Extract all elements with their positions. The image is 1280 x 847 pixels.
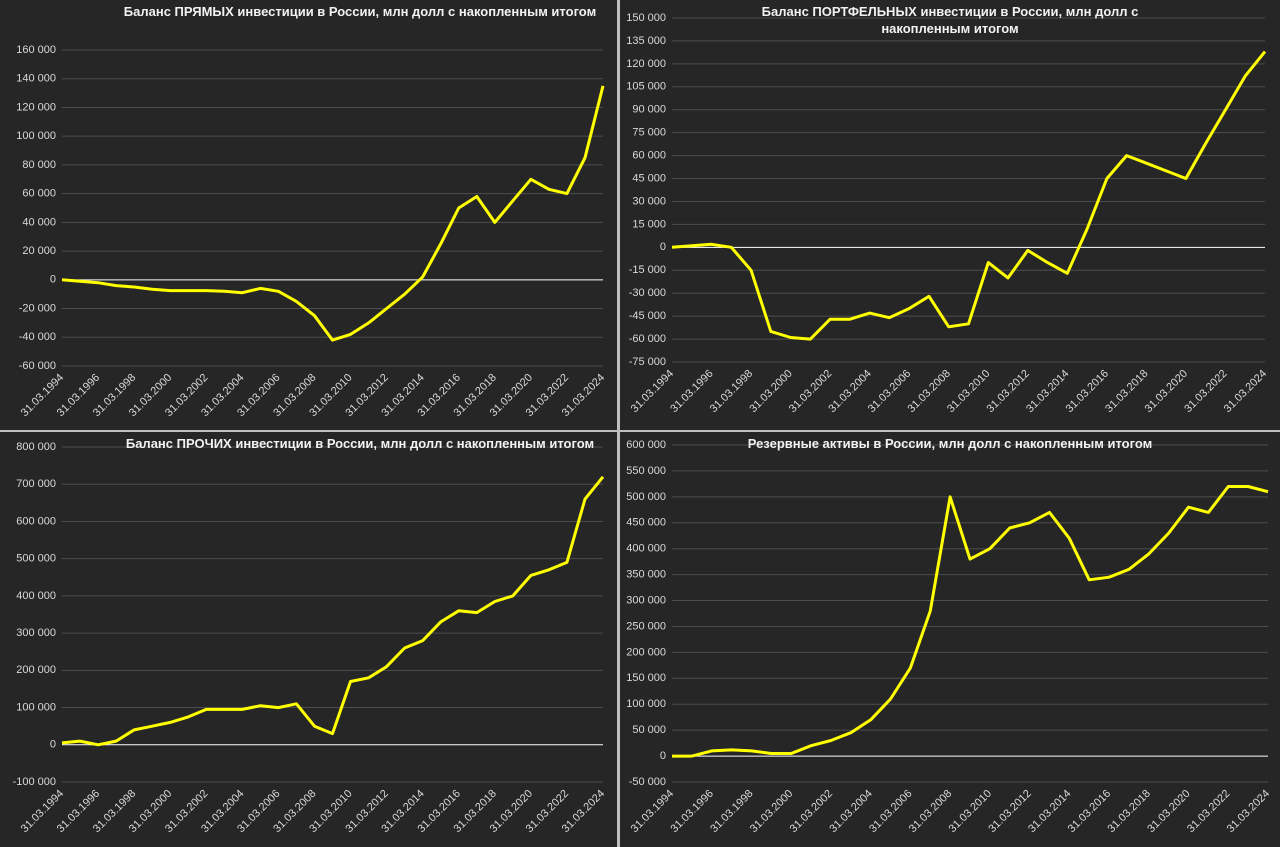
- y-tick-label: -50 000: [629, 776, 666, 788]
- y-tick-label: 80 000: [22, 159, 56, 171]
- y-tick-label: 500 000: [16, 553, 56, 565]
- y-tick-label: 135 000: [626, 35, 666, 47]
- data-line: [61, 85, 605, 342]
- chart: -100 000 0 100 000 200 000 300 000 400 000 500…: [13, 441, 608, 835]
- y-tick-label: 15 000: [632, 218, 666, 230]
- data-line: [672, 485, 1269, 758]
- y-tick-label: 700 000: [16, 478, 56, 490]
- y-tick-label: -40 000: [19, 331, 56, 343]
- y-tick-label: 0: [50, 739, 56, 751]
- y-tick-label: 0: [50, 274, 56, 286]
- chart: -75 000 -60 000 -45 000 -30 000 -15 000 0 15 0…: [626, 12, 1269, 415]
- y-tick-label: 120 000: [626, 58, 666, 70]
- y-tick-label: 120 000: [16, 101, 56, 113]
- y-tick-label: 30 000: [632, 195, 666, 207]
- y-tick-label: 40 000: [22, 216, 56, 228]
- y-tick-label: 0: [660, 750, 666, 762]
- chart-panel: -75 000 -60 000 -45 000 -30 000 -15 000 0 15 0…: [620, 0, 1280, 430]
- x-tick-label: 31.03.2024: [1222, 368, 1269, 415]
- y-tick-label: 300 000: [16, 627, 56, 639]
- y-tick-label: 500 000: [626, 491, 666, 503]
- y-tick-label: 50 000: [632, 724, 666, 736]
- y-tick-label: 300 000: [626, 594, 666, 606]
- y-tick-label: 105 000: [626, 81, 666, 93]
- y-tick-label: 100 000: [16, 701, 56, 713]
- y-tick-label: -75 000: [629, 356, 666, 368]
- y-tick-label: 350 000: [626, 569, 666, 581]
- y-tick-label: -30 000: [629, 287, 666, 299]
- y-tick-label: -60 000: [629, 333, 666, 345]
- y-tick-label: 450 000: [626, 517, 666, 529]
- chart-title: Баланс ПОРТФЕЛЬНЫХ инвестиции в России, …: [761, 4, 1139, 36]
- data-line: [61, 475, 605, 747]
- y-tick-label: -100 000: [13, 776, 56, 788]
- x-tick-label: 31.03.2024: [1225, 788, 1272, 835]
- y-tick-label: 45 000: [632, 172, 666, 184]
- y-tick-label: 200 000: [16, 664, 56, 676]
- y-tick-label: 75 000: [632, 127, 666, 139]
- y-tick-label: 250 000: [626, 620, 666, 632]
- y-tick-label: 800 000: [16, 441, 56, 453]
- chart: -60 000 -40 000 -20 000 0 20 000 40 000 60 000…: [16, 44, 607, 419]
- y-tick-label: 60 000: [22, 188, 56, 200]
- y-tick-label: 160 000: [16, 44, 56, 56]
- y-tick-label: 100 000: [16, 130, 56, 142]
- y-tick-label: 90 000: [632, 104, 666, 116]
- chart-title: Баланс ПРЯМЫХ инвестиции в России, млн д…: [123, 4, 597, 19]
- y-tick-label: -15 000: [629, 264, 666, 276]
- y-tick-label: 150 000: [626, 12, 666, 24]
- y-tick-label: 0: [660, 241, 666, 253]
- y-tick-label: 60 000: [632, 150, 666, 162]
- y-tick-label: 550 000: [626, 465, 666, 477]
- y-tick-label: 600 000: [16, 515, 56, 527]
- y-tick-label: 20 000: [22, 245, 56, 257]
- chart-panel: -50 000 0 50 000 100 000 150 000 200 000 250 0…: [620, 432, 1280, 847]
- y-tick-label: -45 000: [629, 310, 666, 322]
- chart-panel: -60 000 -40 000 -20 000 0 20 000 40 000 60 000…: [0, 0, 617, 430]
- chart-title: Резервные активы в России, млн долл с на…: [747, 436, 1153, 451]
- y-tick-label: 100 000: [626, 698, 666, 710]
- y-tick-label: 600 000: [626, 439, 666, 451]
- data-line: [671, 50, 1267, 341]
- y-tick-label: 140 000: [16, 73, 56, 85]
- y-tick-label: 400 000: [626, 543, 666, 555]
- y-tick-label: -60 000: [19, 360, 56, 372]
- y-tick-label: 200 000: [626, 646, 666, 658]
- chart: -50 000 0 50 000 100 000 150 000 200 000 250 0…: [626, 439, 1272, 835]
- chart-title: Баланс ПРОЧИХ инвестиции в России, млн д…: [125, 436, 595, 451]
- y-tick-label: -20 000: [19, 302, 56, 314]
- y-tick-label: 400 000: [16, 590, 56, 602]
- y-tick-label: 150 000: [626, 672, 666, 684]
- chart-panel: -100 000 0 100 000 200 000 300 000 400 000 500…: [0, 432, 617, 847]
